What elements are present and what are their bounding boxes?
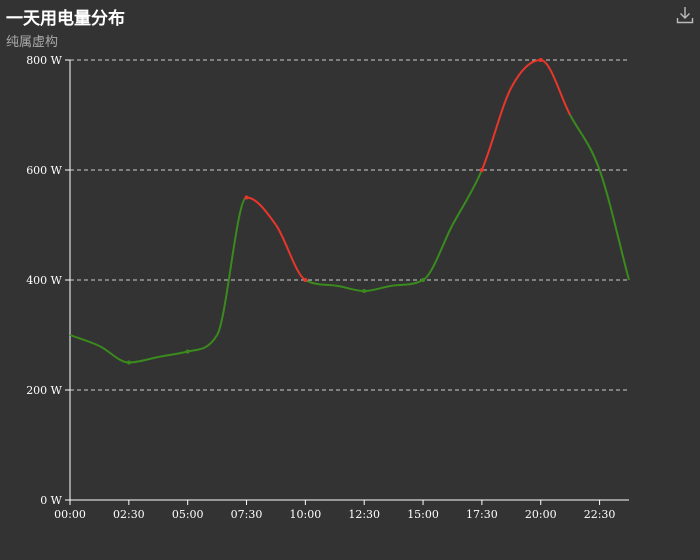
line-segment xyxy=(422,224,454,281)
tick-labels: 0 W 200 W 400 W 600 W 800 W 00:00 02:30 05:00 07… xyxy=(26,54,615,521)
data-point xyxy=(479,168,484,172)
line-segment xyxy=(569,114,601,171)
y-tick-label: 600 W xyxy=(26,164,62,177)
line-segment xyxy=(334,284,365,292)
y-tick-label: 400 W xyxy=(26,274,62,287)
data-point xyxy=(538,58,543,62)
x-tick-label: 12:30 xyxy=(348,508,380,521)
peak-line-segment xyxy=(540,59,572,116)
y-tick-label: 200 W xyxy=(26,384,62,397)
line-segment xyxy=(69,334,100,347)
axes xyxy=(65,59,629,505)
chart-subtitle: 纯属虚构 xyxy=(6,35,59,50)
x-tick-label: 22:30 xyxy=(584,508,616,521)
grid-lines xyxy=(70,59,629,391)
peak-line-segment xyxy=(275,224,306,281)
line-segment xyxy=(216,196,248,336)
download-icon[interactable] xyxy=(676,6,694,24)
data-point xyxy=(303,278,308,282)
x-tick-label: 02:30 xyxy=(113,508,145,521)
x-tick-label: 17:30 xyxy=(466,508,498,521)
peak-line-segment xyxy=(246,196,277,226)
data-point xyxy=(126,360,131,365)
data-point xyxy=(185,349,190,354)
chart-title: 一天用电量分布 xyxy=(6,9,125,29)
y-tick-label: 0 W xyxy=(40,494,62,507)
download-icon-graphic xyxy=(676,7,694,24)
x-tick-label: 07:30 xyxy=(231,508,263,521)
x-tick-label: 00:00 xyxy=(54,508,86,521)
line-segment xyxy=(158,350,188,358)
line-segment xyxy=(364,284,394,292)
x-tick-label: 05:00 xyxy=(172,508,204,521)
data-point xyxy=(362,289,367,293)
line-segment xyxy=(598,169,630,281)
x-tick-label: 15:00 xyxy=(407,508,439,521)
x-tick-label: 20:00 xyxy=(525,508,557,521)
line-segment xyxy=(98,345,129,364)
data-point xyxy=(421,278,426,282)
line-segment xyxy=(451,169,483,226)
line-segment xyxy=(187,334,218,353)
series-lines xyxy=(69,59,630,364)
line-segment xyxy=(128,356,159,364)
line-segment xyxy=(304,279,335,287)
peak-line-segment xyxy=(510,59,541,88)
line-segment xyxy=(393,279,424,287)
x-tick-label: 10:00 xyxy=(290,508,322,521)
data-point xyxy=(244,195,249,200)
y-tick-label: 800 W xyxy=(26,54,62,67)
data-points xyxy=(126,58,543,365)
peak-line-segment xyxy=(480,87,513,171)
